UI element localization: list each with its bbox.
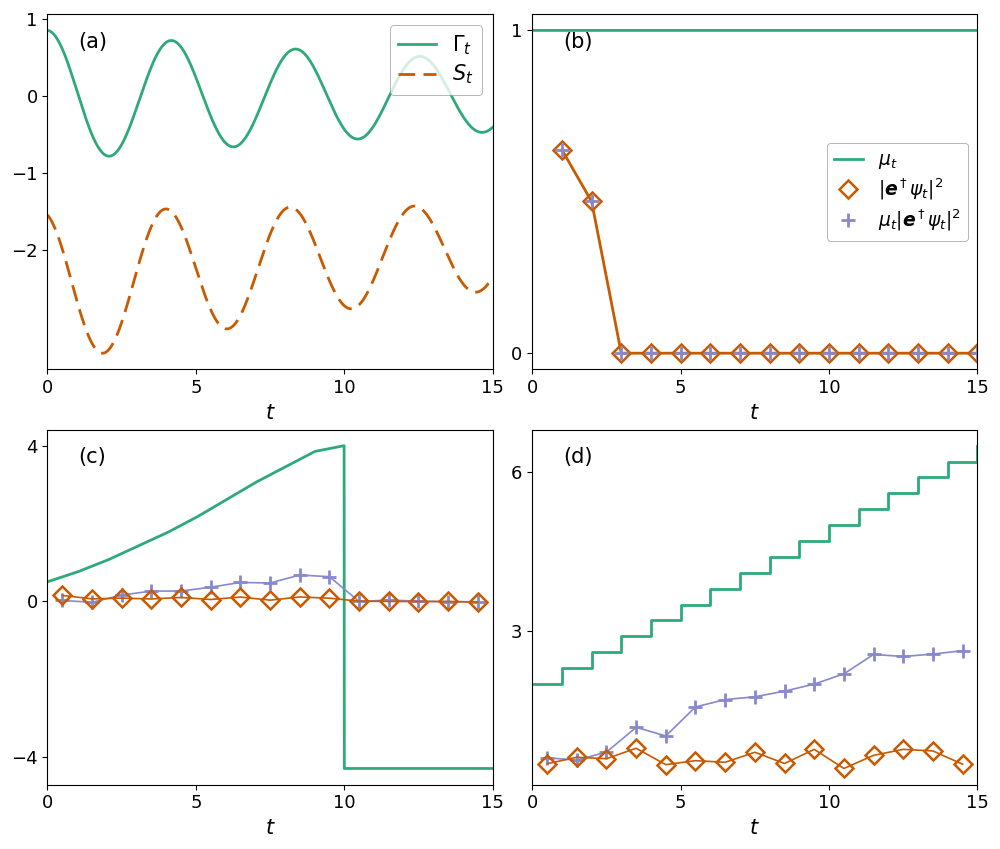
$|\boldsymbol{e}^\dagger\psi_t|^2$ bbox=[704, 348, 716, 358]
$S_t$ bbox=[408, 201, 420, 211]
$|\boldsymbol{e}^\dagger\psi_t|^2$ bbox=[556, 144, 568, 155]
$\mu_t|\boldsymbol{e}^\dagger\psi_t|^2$ bbox=[882, 348, 894, 358]
$\Gamma_t$ bbox=[474, 127, 486, 138]
$\Gamma_t$ bbox=[64, 65, 76, 75]
$|\boldsymbol{e}^\dagger\psi_t|^2$ bbox=[942, 348, 954, 358]
$S_t$ bbox=[474, 286, 486, 296]
$\mu_t|\boldsymbol{e}^\dagger\psi_t|^2$ bbox=[942, 348, 954, 358]
$\Gamma_t$ bbox=[487, 122, 499, 132]
$\mu_t|\boldsymbol{e}^\dagger\psi_t|^2$ bbox=[823, 348, 835, 358]
X-axis label: $t$: $t$ bbox=[749, 818, 760, 838]
X-axis label: $t$: $t$ bbox=[265, 818, 275, 838]
$S_t$ bbox=[258, 245, 270, 256]
$\mu_t|\boldsymbol{e}^\dagger\psi_t|^2$ bbox=[853, 348, 865, 358]
$\mu_t$ bbox=[971, 25, 983, 36]
$|\boldsymbol{e}^\dagger\psi_t|^2$ bbox=[912, 348, 924, 358]
$S_t$ bbox=[392, 216, 404, 227]
$S_t$ bbox=[96, 348, 108, 358]
$\mu_t|\boldsymbol{e}^\dagger\psi_t|^2$ bbox=[645, 348, 657, 358]
$|\boldsymbol{e}^\dagger\psi_t|^2$ bbox=[615, 348, 627, 358]
Text: (b): (b) bbox=[563, 32, 593, 52]
$\mu_t|\boldsymbol{e}^\dagger\psi_t|^2$ bbox=[615, 348, 627, 358]
Text: (a): (a) bbox=[79, 32, 108, 52]
$|\boldsymbol{e}^\dagger\psi_t|^2$ bbox=[645, 348, 657, 358]
$\mu_t$ bbox=[549, 25, 561, 36]
$\mu_t$ bbox=[526, 25, 538, 36]
$\Gamma_t$ bbox=[41, 25, 53, 36]
$\mu_t|\boldsymbol{e}^\dagger\psi_t|^2$ bbox=[704, 348, 716, 358]
Legend: $\mu_t$, $|\boldsymbol{e}^\dagger\psi_t|^2$, $\mu_t|\boldsymbol{e}^\dagger\psi_t: $\mu_t$, $|\boldsymbol{e}^\dagger\psi_t|… bbox=[827, 143, 968, 241]
$\mu_t$ bbox=[877, 25, 889, 36]
$\mu_t$ bbox=[743, 25, 755, 36]
$\mu_t|\boldsymbol{e}^\dagger\psi_t|^2$ bbox=[734, 348, 746, 358]
$|\boldsymbol{e}^\dagger\psi_t|^2$ bbox=[971, 348, 983, 358]
$|\boldsymbol{e}^\dagger\psi_t|^2$ bbox=[734, 348, 746, 358]
$\mu_t|\boldsymbol{e}^\dagger\psi_t|^2$ bbox=[793, 348, 805, 358]
$S_t$ bbox=[487, 272, 499, 282]
$|\boldsymbol{e}^\dagger\psi_t|^2$ bbox=[586, 196, 598, 206]
$\mu_t|\boldsymbol{e}^\dagger\psi_t|^2$ bbox=[764, 348, 776, 358]
$|\boldsymbol{e}^\dagger\psi_t|^2$ bbox=[853, 348, 865, 358]
$S_t$ bbox=[41, 210, 53, 220]
Text: (c): (c) bbox=[79, 447, 106, 467]
$|\boldsymbol{e}^\dagger\psi_t|^2$ bbox=[764, 348, 776, 358]
X-axis label: $t$: $t$ bbox=[749, 402, 760, 423]
$\mu_t|\boldsymbol{e}^\dagger\psi_t|^2$ bbox=[586, 196, 598, 206]
$S_t$ bbox=[246, 280, 258, 290]
$\mu_t$ bbox=[731, 25, 743, 36]
$\Gamma_t$ bbox=[246, 121, 258, 131]
$\mu_t$ bbox=[959, 25, 971, 36]
$\mu_t|\boldsymbol{e}^\dagger\psi_t|^2$ bbox=[675, 348, 687, 358]
$\mu_t|\boldsymbol{e}^\dagger\psi_t|^2$ bbox=[556, 144, 568, 155]
Line: $S_t$: $S_t$ bbox=[47, 206, 493, 353]
$\Gamma_t$ bbox=[392, 73, 404, 83]
Line: $\Gamma_t$: $\Gamma_t$ bbox=[47, 31, 493, 156]
$S_t$ bbox=[64, 272, 76, 282]
$\mu_t|\boldsymbol{e}^\dagger\psi_t|^2$ bbox=[971, 348, 983, 358]
$|\boldsymbol{e}^\dagger\psi_t|^2$ bbox=[823, 348, 835, 358]
X-axis label: $t$: $t$ bbox=[265, 402, 275, 423]
$|\boldsymbol{e}^\dagger\psi_t|^2$ bbox=[793, 348, 805, 358]
Legend: $\Gamma_t$, $S_t$: $\Gamma_t$, $S_t$ bbox=[390, 25, 482, 95]
$S_t$ bbox=[474, 286, 486, 296]
$\mu_t|\boldsymbol{e}^\dagger\psi_t|^2$ bbox=[912, 348, 924, 358]
$\mu_t$ bbox=[958, 25, 970, 36]
Line: $|\boldsymbol{e}^\dagger\psi_t|^2$: $|\boldsymbol{e}^\dagger\psi_t|^2$ bbox=[556, 143, 984, 359]
Line: $\mu_t|\boldsymbol{e}^\dagger\psi_t|^2$: $\mu_t|\boldsymbol{e}^\dagger\psi_t|^2$ bbox=[555, 143, 984, 360]
$\Gamma_t$ bbox=[258, 93, 270, 104]
$|\boldsymbol{e}^\dagger\psi_t|^2$ bbox=[882, 348, 894, 358]
Text: (d): (d) bbox=[563, 447, 593, 467]
$|\boldsymbol{e}^\dagger\psi_t|^2$ bbox=[675, 348, 687, 358]
$\Gamma_t$ bbox=[474, 127, 486, 138]
$\Gamma_t$ bbox=[103, 151, 115, 161]
